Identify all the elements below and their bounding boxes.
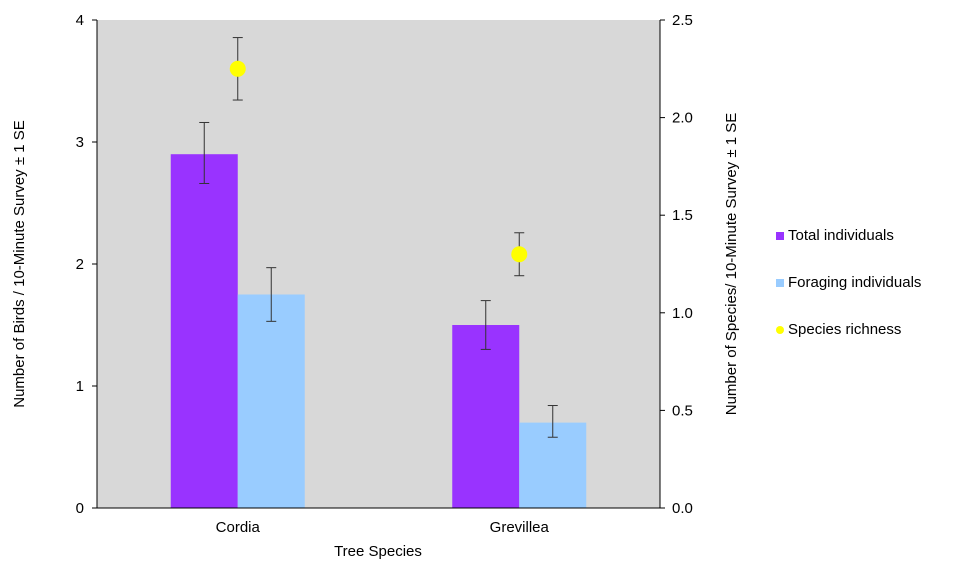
legend-item: Foraging individuals bbox=[776, 271, 961, 294]
legend-label: Total individuals bbox=[788, 227, 894, 244]
points bbox=[229, 60, 528, 263]
bars bbox=[170, 154, 587, 508]
x-axis-title: Tree Species bbox=[334, 543, 422, 560]
legend-item: Species richness bbox=[776, 318, 961, 341]
category-labels: Cordia Grevillea bbox=[216, 519, 550, 536]
y-tick-label: 4 bbox=[76, 12, 84, 29]
y2-tick-label: 1.0 bbox=[672, 305, 693, 322]
bar-total-individuals bbox=[170, 154, 238, 508]
left-axis: 0 1 2 3 4 bbox=[76, 12, 97, 517]
legend-swatch bbox=[776, 278, 784, 287]
y2-axis-title: Number of Species/ 10-Minute Survey ± 1 … bbox=[723, 113, 740, 416]
legend-item: Total individuals bbox=[776, 224, 961, 247]
legend: Total individuals Foraging individuals Spe… bbox=[776, 224, 961, 365]
bar-total-individuals bbox=[452, 325, 520, 508]
y-tick-label: 1 bbox=[76, 378, 84, 395]
legend-swatch bbox=[776, 325, 784, 334]
error-bars bbox=[199, 37, 558, 438]
y2-tick-label: 2.5 bbox=[672, 12, 693, 29]
y-tick-label: 0 bbox=[76, 500, 84, 517]
legend-swatch bbox=[776, 231, 784, 240]
y2-tick-label: 2.0 bbox=[672, 110, 693, 127]
legend-label: Species richness bbox=[788, 321, 902, 338]
y-axis-title: Number of Birds / 10-Minute Survey ± 1 S… bbox=[11, 120, 28, 408]
legend-label: Foraging individuals bbox=[788, 274, 922, 291]
right-axis: 0.0 0.5 1.0 1.5 2.0 2.5 bbox=[660, 12, 693, 517]
category-label: Grevillea bbox=[490, 519, 550, 536]
y2-tick-label: 0.0 bbox=[672, 500, 693, 517]
bar-foraging-individuals bbox=[237, 294, 305, 508]
point-species-richness bbox=[229, 60, 246, 77]
y-tick-label: 2 bbox=[76, 256, 84, 273]
y-tick-label: 3 bbox=[76, 134, 84, 151]
point-species-richness bbox=[511, 246, 528, 263]
y2-tick-label: 0.5 bbox=[672, 402, 693, 419]
y2-tick-label: 1.5 bbox=[672, 207, 693, 224]
category-label: Cordia bbox=[216, 519, 261, 536]
